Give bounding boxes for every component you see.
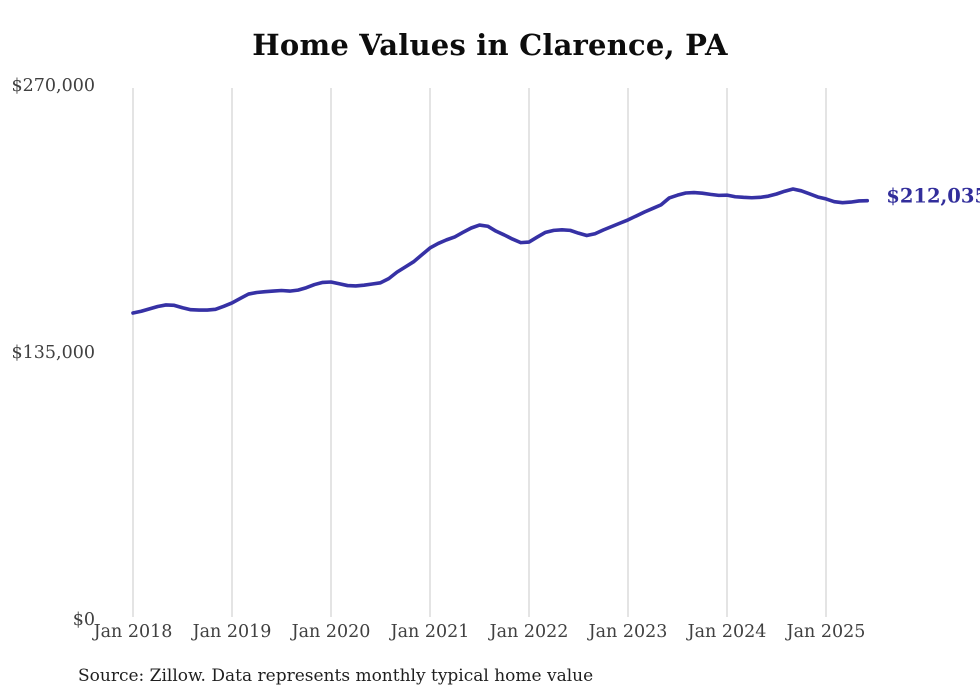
x-axis-tick-label: Jan 2024 [687,622,767,642]
source-note: Source: Zillow. Data represents monthly … [78,666,594,686]
x-axis-tick-label: Jan 2021 [390,622,470,642]
x-axis-tick-label: Jan 2020 [291,622,371,642]
x-axis-tick-label: Jan 2022 [489,622,569,642]
x-axis: Jan 2018 Jan 2019 Jan 2020 Jan 2021 Jan 2022… [0,622,980,646]
y-axis-tick-label: $270,000 [11,76,95,96]
x-axis-tick-label: Jan 2023 [588,622,668,642]
x-axis-tick-label: Jan 2025 [786,622,866,642]
latest-value-label: $212,035 [886,184,980,208]
x-axis-tick-label: Jan 2019 [192,622,272,642]
home-value-line [131,187,870,315]
y-axis-tick-label: $0 [72,610,95,630]
chart-title: Home Values in Clarence, PA [252,28,728,62]
y-axis-tick-label: $135,000 [11,343,95,363]
x-axis-tick-label: Jan 2018 [93,622,173,642]
